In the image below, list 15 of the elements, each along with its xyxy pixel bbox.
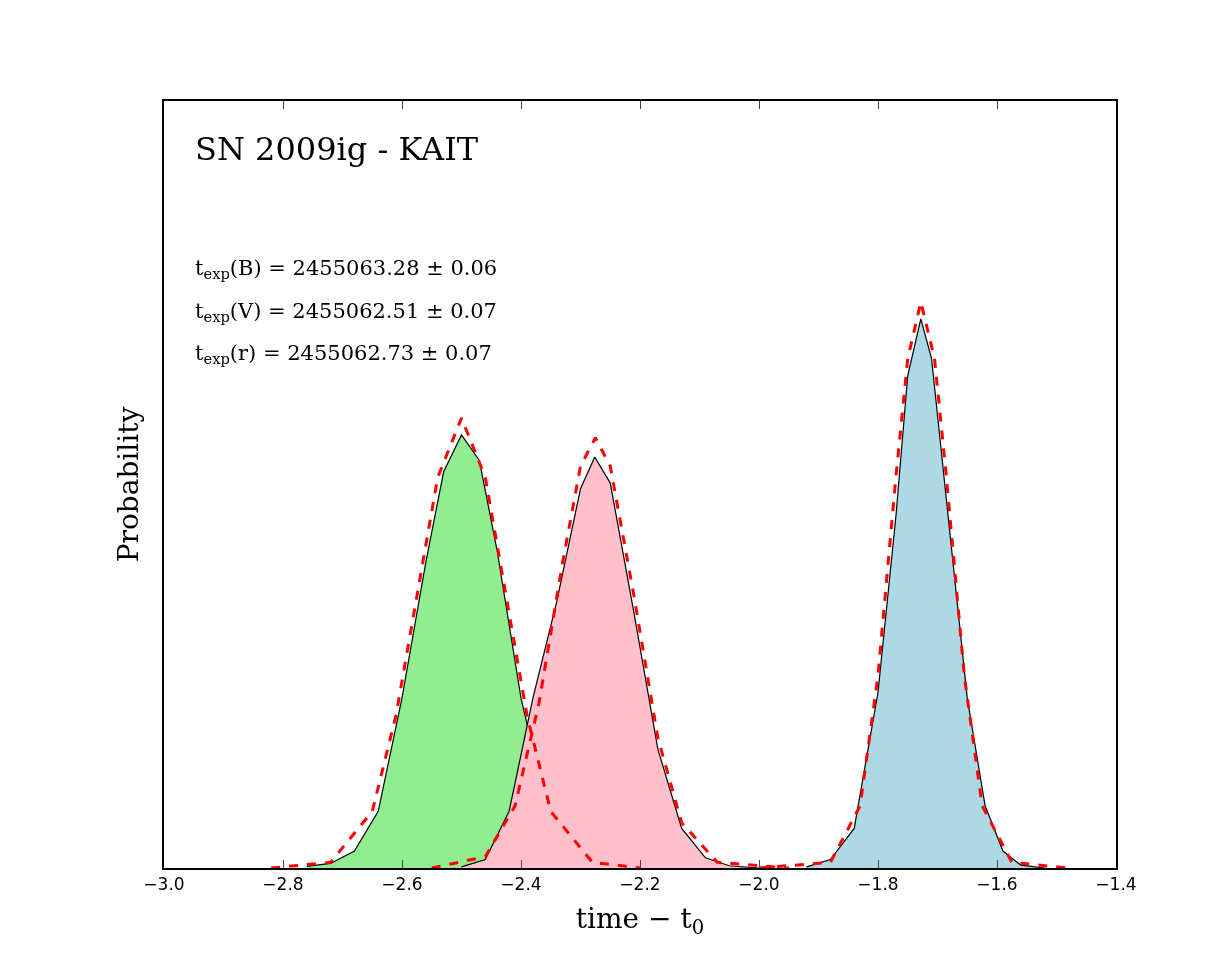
x-tick-label: −1.6 — [976, 874, 1018, 895]
x-tick-label: −3.0 — [143, 874, 185, 895]
x-tick-label: −1.8 — [857, 874, 899, 895]
x-tick-label: −1.4 — [1095, 874, 1137, 895]
x-axis-title: time − t$_{0}$ — [575, 901, 705, 939]
x-tick-label: −2.0 — [738, 874, 780, 895]
y-axis-title: Probability — [112, 406, 146, 563]
annotation: t$_{exp}$(r) = 2455062.73 ± 0.07 — [195, 341, 492, 368]
annotation: t$_{exp}$(V) = 2455062.51 ± 0.07 — [195, 299, 497, 326]
x-tick-label: −2.6 — [381, 874, 423, 895]
x-tick-label: −2.4 — [500, 874, 542, 895]
text: t$_{exp}$(B) = 2455063.28 ± 0.06 — [195, 256, 498, 283]
x-tick-label: −2.2 — [619, 874, 661, 895]
x-tick-label: −2.8 — [262, 874, 304, 895]
chart-title: SN 2009ig - KAIT — [195, 130, 479, 168]
